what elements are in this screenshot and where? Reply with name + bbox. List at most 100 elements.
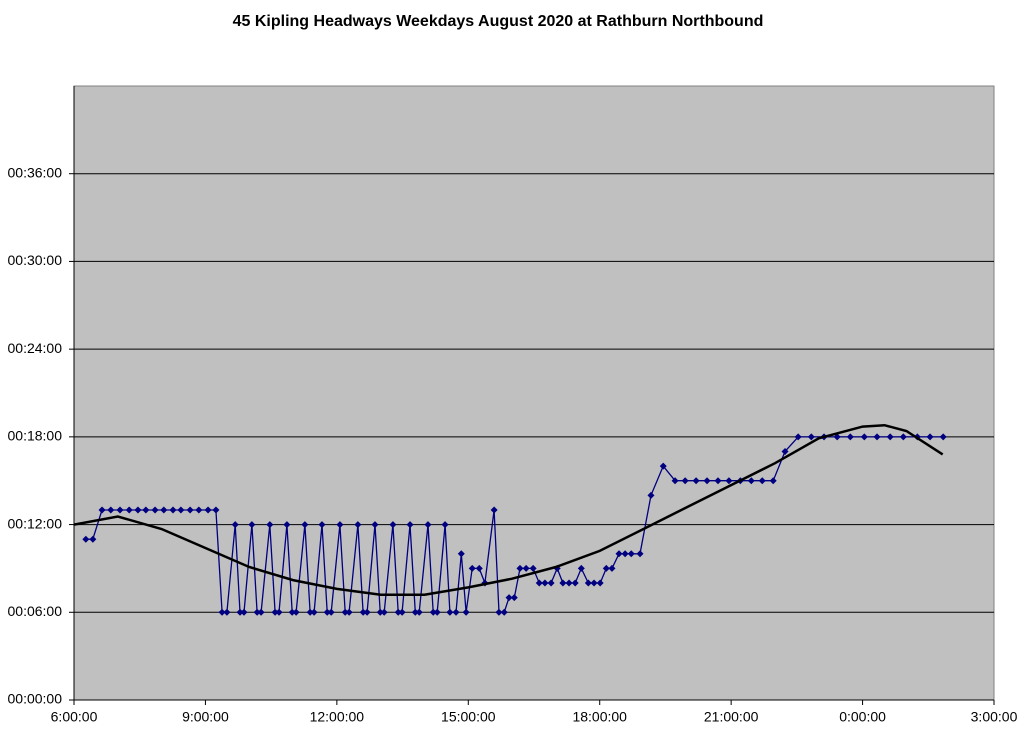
marker — [116, 506, 124, 514]
y-tick-label: 00:00:00 — [8, 691, 63, 707]
marker — [336, 521, 344, 529]
marker — [577, 564, 585, 572]
marker — [468, 564, 476, 572]
marker — [500, 608, 508, 616]
marker — [873, 433, 881, 441]
marker — [380, 608, 388, 616]
marker — [371, 521, 379, 529]
marker — [345, 608, 353, 616]
marker — [547, 579, 555, 587]
marker — [341, 608, 349, 616]
marker — [584, 579, 592, 587]
x-tick-label: 6:00:00 — [51, 709, 98, 725]
marker — [846, 433, 854, 441]
marker — [248, 521, 256, 529]
y-tick-label: 00:18:00 — [8, 428, 63, 444]
marker — [223, 608, 231, 616]
marker — [415, 608, 423, 616]
marker — [212, 506, 220, 514]
y-tick-label: 00:30:00 — [8, 252, 63, 268]
marker — [457, 550, 465, 558]
x-tick-label: 9:00:00 — [182, 709, 229, 725]
marker — [636, 550, 644, 558]
marker — [151, 506, 159, 514]
marker — [452, 608, 460, 616]
marker — [359, 608, 367, 616]
marker — [389, 521, 397, 529]
marker — [429, 608, 437, 616]
marker — [363, 608, 371, 616]
marker — [490, 506, 498, 514]
marker — [424, 521, 432, 529]
marker — [926, 433, 934, 441]
marker — [602, 564, 610, 572]
x-tick-label: 3:00:00 — [971, 709, 1018, 725]
marker — [240, 608, 248, 616]
marker — [671, 477, 679, 485]
marker — [747, 477, 755, 485]
marker — [462, 608, 470, 616]
marker — [627, 550, 635, 558]
y-tick-label: 00:24:00 — [8, 340, 63, 356]
marker — [714, 477, 722, 485]
marker — [275, 608, 283, 616]
marker — [125, 506, 133, 514]
marker — [376, 608, 384, 616]
marker — [142, 506, 150, 514]
marker — [647, 491, 655, 499]
marker — [204, 506, 212, 514]
x-tick-label: 15:00:00 — [441, 709, 496, 725]
marker — [608, 564, 616, 572]
marker — [441, 521, 449, 529]
marker — [692, 477, 700, 485]
marker — [571, 579, 579, 587]
marker — [529, 564, 537, 572]
marker — [516, 564, 524, 572]
marker — [107, 506, 115, 514]
marker — [681, 477, 689, 485]
marker — [195, 506, 203, 514]
marker — [433, 608, 441, 616]
x-tick-label: 18:00:00 — [572, 709, 627, 725]
marker — [807, 433, 815, 441]
marker — [323, 608, 331, 616]
marker — [590, 579, 598, 587]
marker — [769, 477, 777, 485]
marker — [621, 550, 629, 558]
marker — [505, 594, 513, 602]
marker — [495, 608, 503, 616]
marker — [253, 608, 261, 616]
marker — [541, 579, 549, 587]
marker — [703, 477, 711, 485]
marker — [327, 608, 335, 616]
x-tick-label: 0:00:00 — [839, 709, 886, 725]
marker — [288, 608, 296, 616]
marker — [446, 608, 454, 616]
marker — [231, 521, 239, 529]
marker — [475, 564, 483, 572]
marker — [939, 433, 947, 441]
marker — [886, 433, 894, 441]
marker — [522, 564, 530, 572]
x-tick-label: 12:00:00 — [310, 709, 365, 725]
y-tick-label: 00:12:00 — [8, 515, 63, 531]
marker — [510, 594, 518, 602]
marker — [860, 433, 868, 441]
marker — [134, 506, 142, 514]
marker — [318, 521, 326, 529]
marker — [266, 521, 274, 529]
marker — [301, 521, 309, 529]
trendline — [73, 423, 944, 596]
marker — [271, 608, 279, 616]
marker — [82, 535, 90, 543]
marker — [615, 550, 623, 558]
marker — [394, 608, 402, 616]
marker — [535, 579, 543, 587]
marker — [411, 608, 419, 616]
y-tick-label: 00:06:00 — [8, 603, 63, 619]
marker — [283, 521, 291, 529]
y-tick-label: 00:36:00 — [8, 164, 63, 180]
marker — [725, 477, 733, 485]
